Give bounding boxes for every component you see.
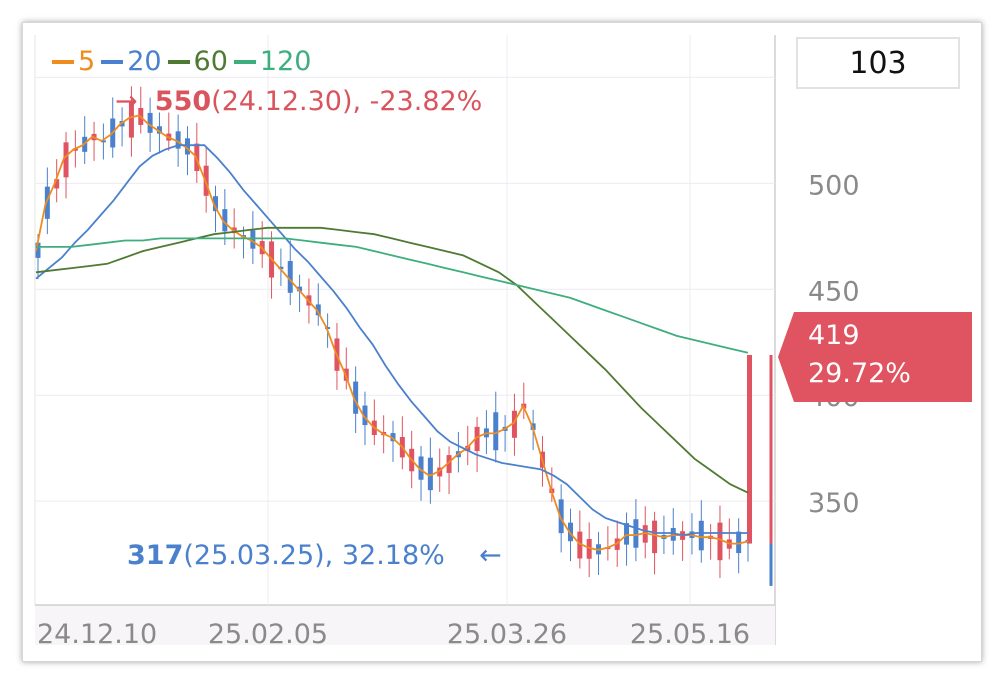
x-axis: 24.12.10 25.02.05 25.03.26 25.05.16	[37, 619, 750, 650]
left-arrow-icon: ←	[479, 540, 502, 571]
min-price-value: 317	[127, 540, 184, 571]
legend: 5 20 60 120	[52, 46, 311, 77]
legend-swatch	[52, 59, 74, 64]
candle-body	[717, 522, 723, 561]
candle-body	[325, 327, 331, 330]
x-tick-label: 24.12.10	[37, 619, 157, 650]
candle-body	[278, 266, 284, 270]
candle-body	[446, 455, 452, 473]
x-tick-label: 25.05.16	[630, 619, 750, 650]
candle-body	[390, 433, 396, 442]
current-price: 419	[808, 320, 860, 351]
y-tick-label: 450	[808, 276, 860, 307]
candle-body	[35, 242, 41, 258]
candle-body	[652, 520, 658, 554]
candle-body	[315, 304, 321, 316]
legend-item-ma5: 5	[52, 46, 95, 77]
series-line-ma20	[35, 144, 748, 537]
legend-item-ma120: 120	[233, 46, 311, 77]
candle-body	[54, 179, 60, 189]
x-axis-band	[35, 605, 775, 645]
candle-body	[175, 131, 181, 149]
current-change: 29.72%	[808, 358, 911, 389]
candle-body	[558, 499, 564, 534]
grid	[34, 35, 776, 645]
candle-body	[213, 196, 218, 212]
candle-body	[427, 457, 433, 491]
candle-body	[624, 523, 630, 545]
y-tick-label: 500	[808, 170, 860, 201]
legend-item-ma60: 60	[167, 46, 228, 77]
candle-body	[511, 410, 517, 438]
candle-body	[44, 186, 50, 219]
min-price-detail: (25.03.25), 32.18%	[183, 540, 445, 571]
candle-body	[147, 112, 153, 133]
legend-swatch	[233, 59, 256, 64]
current-price-label	[778, 312, 972, 402]
x-tick-label: 25.03.26	[447, 619, 567, 650]
x-tick-label: 25.02.05	[208, 619, 328, 650]
candle-body	[222, 209, 228, 232]
candle-body	[156, 126, 162, 134]
candle-body	[474, 426, 480, 451]
candle-body	[250, 230, 256, 249]
min-price-annotation: 317(25.03.25), 32.18% ←	[127, 540, 502, 571]
candle-body	[698, 520, 704, 551]
legend-swatch	[101, 59, 124, 64]
candle-body	[586, 538, 592, 559]
candle-body	[568, 522, 573, 542]
max-price-value: 550	[154, 86, 212, 117]
candle-body	[493, 412, 499, 451]
series-line-ma120	[36, 237, 749, 354]
candles	[35, 86, 752, 579]
candle-body	[418, 456, 424, 480]
candle-body	[747, 354, 752, 544]
y-tick-label: 350	[808, 488, 860, 519]
candle-body	[287, 261, 293, 293]
candle-body	[736, 531, 742, 554]
candle-body	[128, 101, 134, 138]
candle-body	[100, 140, 106, 143]
series-line-ma60	[35, 226, 749, 494]
candle-body	[633, 519, 639, 548]
candle-body	[72, 148, 78, 151]
candle-body	[184, 138, 190, 155]
max-price-annotation: → 550(24.12.30), -23.82%	[115, 86, 482, 117]
y-axis: 550500450400350	[808, 64, 860, 519]
series-line-ma5	[35, 114, 749, 551]
candle-body	[437, 467, 443, 477]
legend-item-ma20: 20	[101, 46, 162, 77]
right-arrow-icon: →	[115, 86, 138, 117]
max-price-detail: (24.12.30), -23.82%	[211, 86, 483, 117]
candle-body	[297, 286, 303, 292]
period-input[interactable]: 103	[796, 37, 960, 89]
candle-body	[63, 142, 69, 178]
legend-swatch	[167, 59, 190, 64]
candle-body	[362, 405, 368, 426]
moving-average-lines	[35, 114, 773, 586]
candle-body	[353, 381, 359, 414]
period-value: 103	[849, 45, 907, 81]
candle-body	[577, 531, 583, 559]
